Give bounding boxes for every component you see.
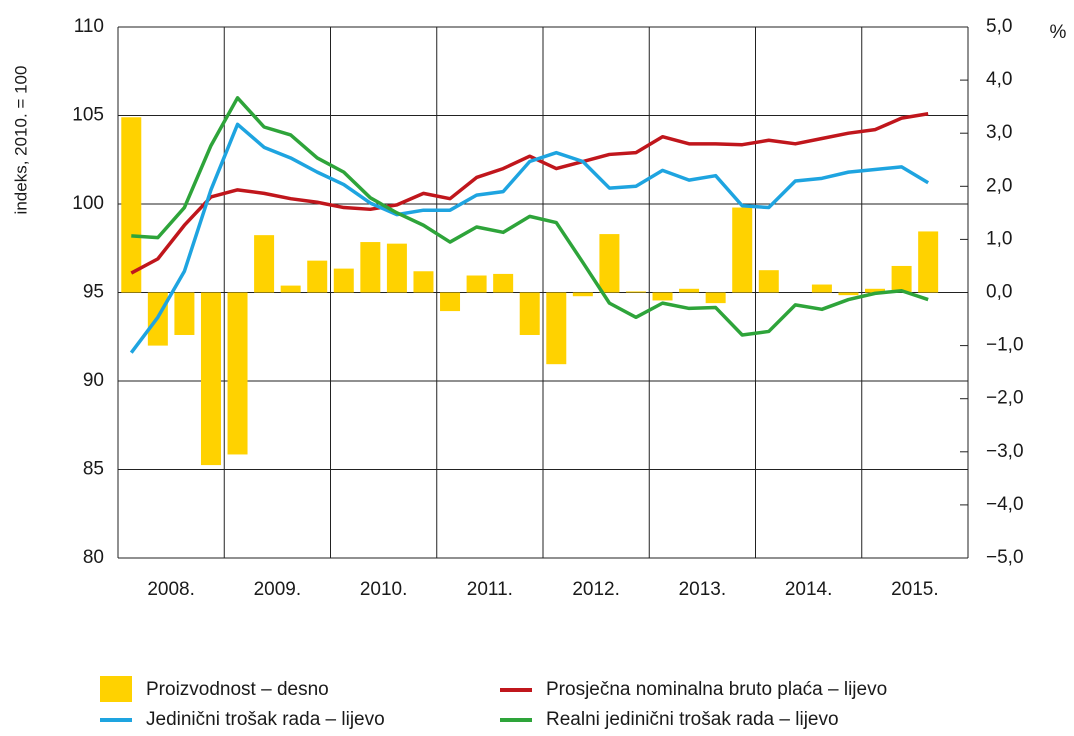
bar	[865, 288, 886, 293]
bar	[386, 243, 407, 293]
bar	[360, 242, 381, 293]
legend-label: Jedinični trošak rada – lijevo	[146, 709, 385, 730]
y2-tick-label: −2,0	[986, 388, 1024, 409]
y2-tick-label: 5,0	[986, 16, 1012, 37]
bar	[918, 231, 939, 293]
legend-label: Realni jedinični trošak rada – lijevo	[546, 709, 839, 730]
bar	[493, 273, 514, 293]
y-tick-label: 110	[74, 16, 104, 37]
bar	[413, 271, 434, 293]
bar	[121, 117, 142, 293]
bar	[200, 292, 221, 466]
y-tick-label: 105	[72, 105, 104, 126]
y2-unit: %	[1050, 22, 1067, 43]
bar	[679, 288, 700, 293]
bar	[546, 292, 567, 365]
bar	[705, 292, 726, 304]
y-axis-label: indeks, 2010. = 100	[11, 66, 30, 215]
x-tick-label: 2009.	[254, 579, 302, 600]
bar	[280, 285, 301, 293]
y2-tick-label: 4,0	[986, 69, 1012, 90]
bar	[758, 270, 779, 293]
bar	[732, 207, 753, 293]
bar	[811, 284, 832, 293]
y-tick-label: 100	[72, 193, 104, 214]
x-tick-label: 2015.	[891, 579, 939, 600]
line	[130, 112, 929, 275]
y2-tick-label: −3,0	[986, 441, 1024, 462]
y-tick-label: 80	[83, 547, 104, 568]
bar	[599, 234, 620, 293]
y2-tick-label: −1,0	[986, 335, 1024, 356]
x-tick-label: 2011.	[467, 579, 513, 600]
bar	[891, 265, 912, 293]
y-tick-label: 90	[83, 370, 104, 391]
y2-tick-label: 2,0	[986, 175, 1012, 196]
bar	[174, 292, 195, 335]
y2-tick-label: 0,0	[986, 282, 1012, 303]
x-tick-label: 2013.	[679, 579, 727, 600]
bar	[466, 275, 487, 293]
x-tick-label: 2008.	[147, 579, 195, 600]
bar	[519, 292, 540, 335]
bar	[625, 291, 646, 293]
y2-tick-label: 3,0	[986, 122, 1012, 143]
x-tick-label: 2012.	[572, 579, 620, 600]
bar	[838, 292, 859, 296]
bar	[572, 292, 593, 297]
legend-swatch	[100, 676, 132, 702]
bar	[652, 292, 673, 301]
y-tick-label: 85	[83, 459, 104, 480]
y-tick-label: 95	[83, 282, 104, 303]
line	[131, 96, 929, 337]
bar	[307, 260, 328, 293]
bar	[440, 292, 461, 312]
bar	[227, 292, 248, 455]
line	[129, 122, 930, 354]
bar	[254, 235, 275, 293]
y2-tick-label: −4,0	[986, 494, 1024, 515]
legend-label: Proizvodnost – desno	[146, 679, 329, 700]
y2-tick-label: −5,0	[986, 547, 1024, 568]
bar	[333, 268, 354, 293]
legend-label: Prosječna nominalna bruto plaća – lijevo	[546, 679, 887, 700]
y2-tick-label: 1,0	[986, 228, 1012, 249]
x-tick-label: 2014.	[785, 579, 833, 600]
x-tick-label: 2010.	[360, 579, 408, 600]
